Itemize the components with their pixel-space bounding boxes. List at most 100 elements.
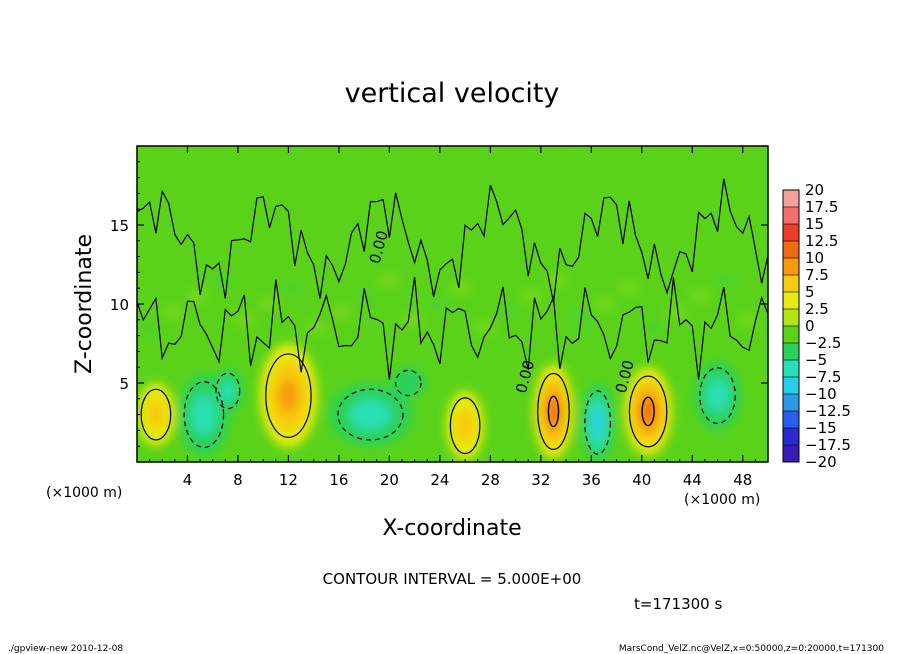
colorbar-cell-3 (783, 241, 799, 259)
turbulence-blob-12 (427, 298, 448, 310)
field-blob-10-0 (391, 367, 425, 399)
x-unit-left: (×1000 m) (46, 485, 122, 501)
turbulence-blob-8 (331, 305, 352, 318)
colorbar-cell-1 (783, 207, 799, 225)
turbulence-blob-6 (283, 282, 304, 295)
colorbar-label-9: −2.5 (805, 334, 841, 352)
y-axis-ticks: 5 10 15 (110, 161, 768, 447)
field-blob-8-2 (592, 409, 604, 436)
colorbar-cell-6 (783, 292, 799, 310)
turbulence-blob-0 (139, 321, 160, 334)
zero-contour-upper (137, 178, 768, 303)
y-tick-label-2: 15 (110, 217, 129, 235)
colorbar-cell-12 (783, 394, 799, 412)
turbulence-blob-13 (451, 282, 472, 295)
colorbar-cell-0 (783, 190, 799, 208)
x-tick-label-1: 8 (233, 471, 243, 489)
field-blob-5-1 (191, 394, 217, 436)
colorbar-cell-13 (783, 411, 799, 429)
colorbar-label-8: 0 (805, 317, 815, 335)
colorbar-cell-15 (783, 445, 799, 463)
contour-8 (584, 390, 612, 455)
contour-inner-3 (547, 395, 560, 428)
colorbar-label-1: 17.5 (805, 198, 838, 216)
x-tick-label-10: 44 (683, 471, 702, 489)
x-tick-label-3: 16 (329, 471, 348, 489)
colorbar-cell-7 (783, 309, 799, 327)
x-tick-label-5: 24 (430, 471, 449, 489)
turbulence-blob-7 (307, 321, 328, 334)
turbulence-blob-22 (667, 305, 688, 318)
x-tick-label-8: 36 (582, 471, 601, 489)
turbulence-blob-21 (643, 321, 664, 334)
colorbar-cell-4 (783, 258, 799, 276)
colorbar-label-3: 12.5 (805, 232, 838, 250)
contour-5 (183, 381, 225, 449)
x-tick-label-6: 28 (481, 471, 500, 489)
field-blob-9-1 (706, 378, 729, 414)
colorbar-label-4: 10 (805, 249, 824, 267)
turbulence-blob-24 (715, 274, 736, 287)
x-axis-label: X-coordinate (382, 516, 521, 541)
field-blob-7-1 (349, 398, 392, 431)
x-tick-label-11: 48 (733, 471, 752, 489)
plot-area: 0.000.00 0.00 4 8 12 16 20 24 28 32 36 40 44 48 5101… (110, 145, 769, 489)
y-tick-label-1: 10 (110, 296, 129, 314)
colorbar-cell-10 (783, 360, 799, 378)
x-tick-label-4: 20 (380, 471, 399, 489)
contour-3 (537, 372, 570, 450)
field-blob-1-2 (278, 378, 299, 414)
colorbar-label-10: −5 (805, 351, 827, 369)
colorbar-label-5: 7.5 (805, 266, 829, 284)
colorbar-label-7: 2.5 (805, 300, 829, 318)
zero-contour-lower (137, 277, 768, 380)
colorbar: 2017.51512.5107.552.50−2.5−5−7.5−10−12.5… (782, 181, 851, 471)
turbulence-blob-16 (523, 290, 544, 303)
contour-2 (449, 397, 481, 455)
turbulence-blob-2 (187, 290, 208, 303)
contour-interval-text: CONTOUR INTERVAL = 5.000E+00 (323, 570, 582, 588)
contour-inner-4 (641, 396, 655, 427)
velocity-field (137, 274, 760, 462)
footer-right: MarsCond_VelZ.nc@VelZ,x=0:50000,z=0:2000… (619, 644, 884, 654)
turbulence-blob-23 (691, 290, 712, 303)
turbulence-blob-19 (595, 298, 616, 310)
contour-6 (215, 372, 241, 410)
colorbar-label-13: −12.5 (805, 402, 851, 420)
turbulence-blob-14 (475, 321, 496, 334)
footer-left: ./gpview-new 2010-12-08 (8, 644, 123, 654)
x-axis-ticks: 4 8 12 16 20 24 28 32 36 40 44 48 (149, 146, 756, 489)
x-tick-label-7: 32 (531, 471, 550, 489)
x-unit-right: (×1000 m) (684, 492, 760, 508)
colorbar-label-0: 20 (805, 181, 824, 199)
field-blob-2-1 (455, 408, 475, 444)
contour-lines (137, 178, 768, 455)
colorbar-label-12: −10 (805, 385, 837, 403)
turbulence-blob-1 (163, 305, 184, 318)
contour-1 (265, 353, 312, 438)
turbulence-blob-5 (259, 298, 280, 310)
field-blob-4-3 (642, 400, 655, 423)
turbulence-blob-10 (379, 274, 400, 287)
turbulence-blob-17 (547, 274, 568, 287)
colorbar-label-6: 5 (805, 283, 815, 301)
field-blob-0-1 (146, 398, 166, 431)
contour-0 (140, 388, 172, 441)
colorbar-cell-8 (783, 326, 799, 344)
contour-7 (337, 388, 404, 441)
colorbar-cell-11 (783, 377, 799, 395)
colorbar-label-14: −15 (805, 419, 837, 437)
colorbar-cell-9 (783, 343, 799, 361)
colorbar-label-16: −20 (805, 453, 837, 471)
time-stamp: t=171300 s (634, 595, 722, 613)
colorbar-cell-14 (783, 428, 799, 446)
x-tick-label-0: 4 (183, 471, 193, 489)
y-axis-label: Z-coordinate (72, 234, 97, 374)
x-tick-label-2: 12 (279, 471, 298, 489)
colorbar-cell-5 (783, 275, 799, 293)
chart-title: vertical velocity (345, 78, 560, 109)
turbulence-blob-25 (739, 313, 760, 326)
contour-9 (699, 367, 736, 425)
x-tick-label-9: 40 (632, 471, 651, 489)
colorbar-label-15: −17.5 (805, 436, 851, 454)
